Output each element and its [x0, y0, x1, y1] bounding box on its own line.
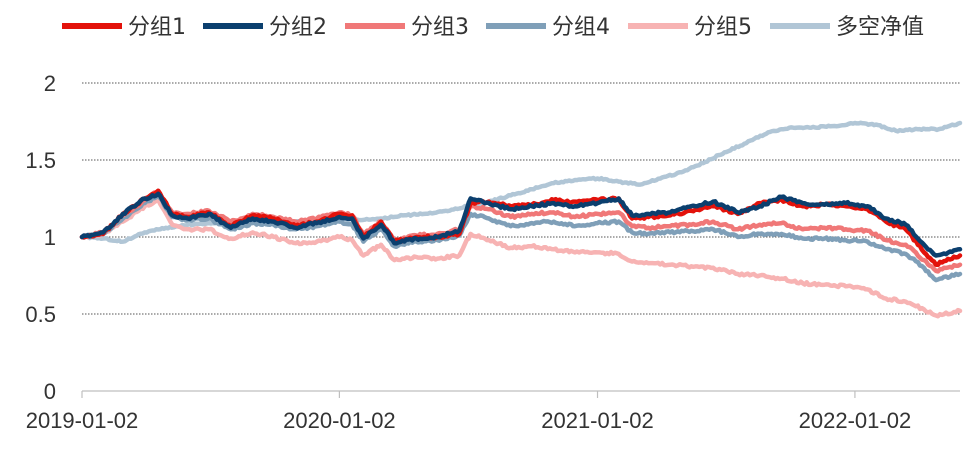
x-tick-label: 2019-01-02	[26, 408, 139, 433]
x-tick-label: 2021-01-02	[541, 408, 654, 433]
gridlines	[82, 82, 960, 315]
legend-label: 分组5	[694, 15, 752, 40]
series-line-5	[79, 197, 963, 319]
legend-label: 分组1	[128, 15, 186, 40]
y-tick-label: 0.5	[25, 302, 56, 327]
legend-label: 多空净值	[836, 15, 924, 40]
y-tick-label: 2	[44, 71, 56, 96]
legend-label: 分组3	[411, 15, 469, 40]
y-tick-label: 0	[44, 379, 56, 404]
series-line-3	[79, 188, 963, 274]
x-tick-label: 2020-01-02	[283, 408, 396, 433]
legend-label: 分组4	[552, 15, 610, 40]
axes: 0 0.5 1 1.5 2 2019-01-02 2020-01-02 2021-01-02 2…	[25, 71, 960, 433]
series-lines	[79, 120, 963, 319]
series-line-2	[79, 191, 963, 258]
legend: 分组1 分组2 分组3 分组4 分组5 多空净值	[62, 15, 924, 40]
y-tick-label: 1	[44, 225, 56, 250]
y-tick-label: 1.5	[25, 148, 56, 173]
legend-label: 分组2	[269, 15, 327, 40]
x-tick-label: 2022-01-02	[799, 408, 912, 433]
